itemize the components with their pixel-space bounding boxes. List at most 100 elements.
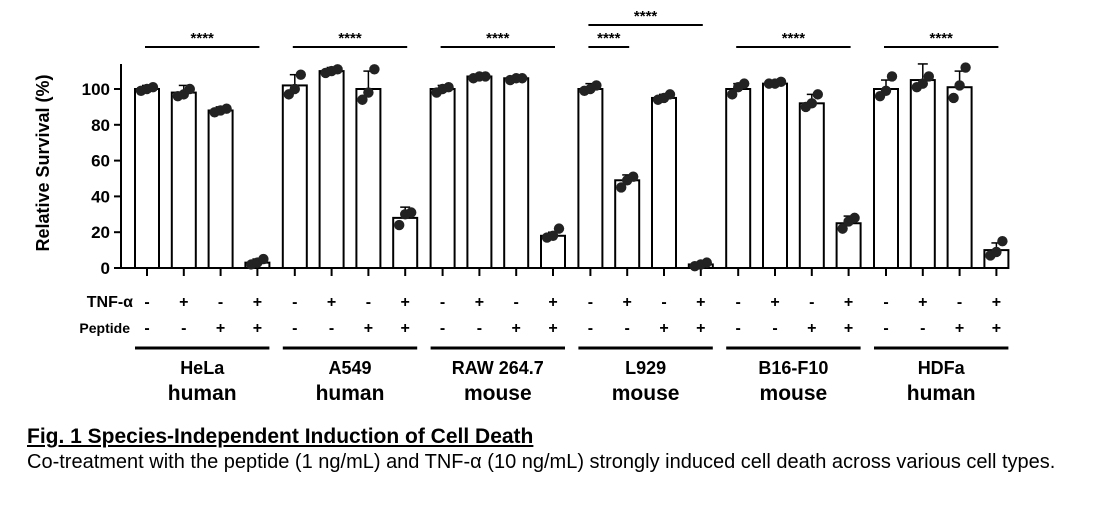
data-point [591, 80, 602, 91]
peptide-sign: - [144, 320, 149, 337]
data-point [628, 171, 639, 182]
y-tick-label: 20 [91, 223, 110, 242]
tnf-sign: - [957, 294, 962, 311]
bar [281, 84, 308, 269]
significance-label: **** [338, 30, 362, 47]
data-point [954, 80, 965, 91]
tnf-sign: + [327, 294, 336, 311]
peptide-sign: + [844, 320, 853, 337]
bar [614, 179, 641, 269]
data-point [289, 83, 300, 95]
tnf-sign: - [736, 294, 741, 311]
tnf-sign: - [144, 294, 149, 311]
caption-body: Co-treatment with the peptide (1 ng/mL) … [27, 451, 1056, 473]
cell-line-label: B16-F10 [758, 358, 828, 378]
tnf-sign: - [661, 294, 666, 311]
tnf-sign: + [992, 294, 1001, 311]
data-point [332, 64, 343, 75]
data-point [739, 78, 750, 89]
bar [873, 88, 899, 269]
bar [946, 86, 973, 269]
data-point [917, 78, 928, 89]
significance-layer: **** **** **** **** **** **** **** [145, 8, 999, 48]
bar [651, 96, 677, 269]
peptide-sign: + [548, 320, 557, 337]
data-point [295, 69, 306, 80]
bar [466, 75, 493, 269]
data-point [147, 82, 159, 93]
cell-line-label: HeLa [180, 358, 225, 378]
tnf-sign: - [883, 294, 888, 311]
group-labels: HeLa human A549 human RAW 264.7 mouse L929 mous… [135, 346, 1009, 405]
data-point [849, 212, 860, 224]
data-point [727, 89, 738, 100]
cell-line-label: L929 [625, 358, 666, 378]
tnf-sign: - [588, 294, 593, 311]
tnf-sign: + [401, 294, 410, 311]
bar [725, 88, 752, 269]
data-point [997, 235, 1008, 247]
tnf-sign: - [366, 294, 371, 311]
tnf-sign: - [218, 294, 223, 311]
data-point [837, 223, 848, 234]
data-point [923, 71, 934, 82]
bar [503, 77, 530, 270]
data-point [357, 94, 368, 105]
peptide-sign: + [659, 320, 668, 337]
tnf-sign: + [844, 294, 853, 311]
tnf-sign: + [696, 294, 705, 311]
significance-label: **** [191, 30, 215, 47]
data-point [664, 89, 676, 100]
data-point [363, 87, 374, 98]
significance-label: **** [782, 30, 806, 47]
peptide-sign: - [883, 320, 888, 337]
cell-line-label: A549 [328, 358, 371, 378]
row-label-tnf: TNF-α [87, 294, 133, 311]
significance-label: **** [486, 30, 510, 47]
caption-title: Fig. 1 Species-Independent Induction of … [27, 425, 534, 448]
row-label-peptide: Peptide [79, 320, 130, 336]
significance-label: **** [634, 8, 658, 25]
data-point [547, 230, 559, 241]
tnf-sign: - [292, 294, 297, 311]
tnf-sign: + [179, 294, 188, 311]
peptide-sign: + [696, 320, 705, 337]
data-point [960, 62, 971, 73]
bars-layer [134, 62, 1010, 272]
data-point [221, 103, 232, 114]
peptide-sign: + [992, 320, 1001, 337]
data-point [394, 219, 405, 231]
data-point [406, 207, 417, 218]
y-tick-label: 80 [91, 116, 110, 135]
cell-line-label: HDFa [918, 358, 966, 378]
y-tick-label: 100 [82, 80, 110, 99]
y-axis-label: Relative Survival (%) [33, 74, 53, 251]
peptide-sign: - [292, 320, 297, 337]
data-point [806, 98, 817, 109]
bar [909, 79, 936, 269]
peptide-sign: - [772, 320, 777, 337]
species-label: mouse [612, 382, 680, 405]
data-point [184, 83, 195, 95]
y-tick-label: 40 [91, 187, 110, 206]
bar [318, 70, 345, 269]
bar [207, 109, 234, 270]
condition-labels: TNF-α Peptide - - + - - + + + - - + - - + + + - - + - - + + + - -… [79, 294, 1001, 337]
peptide-sign: - [181, 320, 186, 337]
peptide-sign: - [736, 320, 741, 337]
peptide-sign: - [625, 320, 630, 337]
peptide-sign: + [216, 320, 225, 337]
data-point [948, 92, 959, 104]
peptide-sign: - [588, 320, 593, 337]
peptide-sign: + [401, 320, 410, 337]
cell-line-label: RAW 264.7 [452, 358, 544, 378]
data-point [701, 257, 712, 268]
significance-label: **** [597, 30, 621, 47]
data-point [369, 64, 380, 75]
peptide-sign: - [329, 320, 334, 337]
y-tick-label: 60 [91, 152, 110, 171]
bar [355, 88, 382, 269]
species-label: human [907, 382, 976, 405]
data-point [517, 73, 528, 84]
tnf-sign: + [623, 294, 632, 311]
